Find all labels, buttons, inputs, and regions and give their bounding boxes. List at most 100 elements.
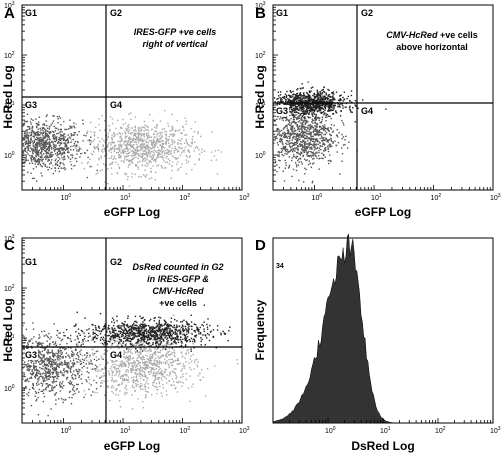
- scatter-point: [304, 128, 306, 131]
- scatter-point: [186, 141, 189, 144]
- scatter-point: [323, 113, 325, 116]
- scatter-point: [26, 379, 28, 381]
- scatter-point: [143, 348, 145, 350]
- scatter-point: [306, 135, 308, 138]
- scatter-point: [25, 129, 28, 131]
- scatter-point: [26, 347, 29, 349]
- scatter-point: [144, 348, 146, 350]
- scatter-point: [293, 133, 295, 135]
- scatter-point: [169, 153, 171, 155]
- scatter-point: [322, 157, 324, 160]
- scatter-point: [325, 105, 327, 108]
- scatter-point: [48, 390, 51, 392]
- scatter-point: [53, 131, 55, 133]
- scatter-point: [102, 151, 104, 153]
- scatter-point: [76, 140, 79, 143]
- scatter-point: [36, 143, 38, 146]
- scatter-point: [310, 98, 312, 101]
- gate-label-g2-a: G2: [110, 8, 122, 18]
- scatter-point: [236, 359, 238, 361]
- scatter-point: [161, 128, 164, 131]
- scatter-point: [286, 90, 288, 93]
- scatter-point: [119, 154, 121, 156]
- scatter-point: [165, 143, 167, 146]
- scatter-point: [38, 145, 40, 147]
- scatter-point: [284, 167, 286, 169]
- scatter-point: [112, 370, 114, 373]
- scatter-point: [280, 151, 282, 154]
- scatter-point: [58, 371, 60, 374]
- scatter-point: [56, 357, 59, 359]
- scatter-point: [327, 148, 329, 150]
- scatter-point: [35, 160, 37, 162]
- scatter-point: [49, 154, 51, 157]
- scatter-point: [25, 140, 28, 143]
- scatter-point: [45, 148, 48, 151]
- scatter-point: [285, 103, 287, 106]
- scatter-point: [111, 163, 113, 165]
- scatter-point: [151, 354, 154, 357]
- scatter-point: [161, 142, 164, 145]
- scatter-point: [40, 138, 43, 141]
- scatter-point: [302, 94, 305, 97]
- scatter-point: [57, 138, 60, 141]
- scatter-point: [314, 138, 317, 140]
- scatter-point: [46, 335, 49, 337]
- scatter-point: [155, 378, 157, 380]
- scatter-point: [98, 140, 101, 143]
- scatter-point: [291, 157, 293, 159]
- scatter-point: [301, 143, 303, 146]
- scatter-point: [196, 145, 198, 148]
- scatter-point: [71, 154, 74, 156]
- scatter-point: [141, 126, 143, 128]
- scatter-point: [289, 133, 292, 135]
- scatter-point: [38, 149, 41, 151]
- scatter-point: [48, 378, 50, 381]
- scatter-point: [29, 150, 31, 153]
- scatter-point: [146, 147, 148, 149]
- scatter-point: [43, 362, 46, 365]
- scatter-point: [28, 132, 30, 134]
- scatter-point: [46, 134, 48, 137]
- scatter-point: [323, 98, 326, 101]
- scatter-point: [41, 385, 43, 387]
- scatter-point: [145, 394, 147, 396]
- scatter-point: [55, 344, 58, 347]
- scatter-point: [161, 147, 163, 149]
- scatter-point: [144, 176, 147, 178]
- scatter-point: [306, 137, 308, 140]
- scatter-point: [50, 148, 53, 150]
- scatter-point: [58, 360, 61, 362]
- scatter-point: [308, 99, 310, 101]
- scatter-point: [185, 159, 188, 161]
- scatter-point: [126, 355, 128, 357]
- scatter-point: [107, 136, 109, 139]
- scatter-point: [92, 348, 94, 351]
- scatter-point: [321, 132, 323, 134]
- scatter-point: [303, 113, 305, 115]
- scatter-point: [50, 358, 52, 360]
- scatter-point: [25, 380, 28, 382]
- scatter-point: [42, 141, 45, 144]
- scatter-point: [294, 111, 296, 114]
- scatter-point: [64, 168, 66, 171]
- scatter-point: [296, 116, 299, 118]
- scatter-point: [56, 374, 58, 376]
- scatter-point: [33, 368, 35, 370]
- scatter-point: [277, 151, 279, 153]
- scatter-point: [307, 116, 309, 118]
- scatter-point: [290, 95, 292, 97]
- scatter-point: [111, 118, 114, 120]
- scatter-point: [319, 108, 321, 110]
- scatter-point: [88, 363, 91, 365]
- scatter-point: [181, 163, 183, 165]
- scatter-point: [288, 142, 291, 145]
- scatter-point: [308, 105, 311, 108]
- scatter-point: [56, 136, 58, 138]
- scatter-point: [31, 149, 34, 151]
- scatter-point: [58, 352, 60, 354]
- scatter-point: [182, 347, 184, 349]
- scatter-point: [164, 167, 166, 169]
- scatter-point: [38, 153, 40, 155]
- scatter-point: [319, 96, 321, 98]
